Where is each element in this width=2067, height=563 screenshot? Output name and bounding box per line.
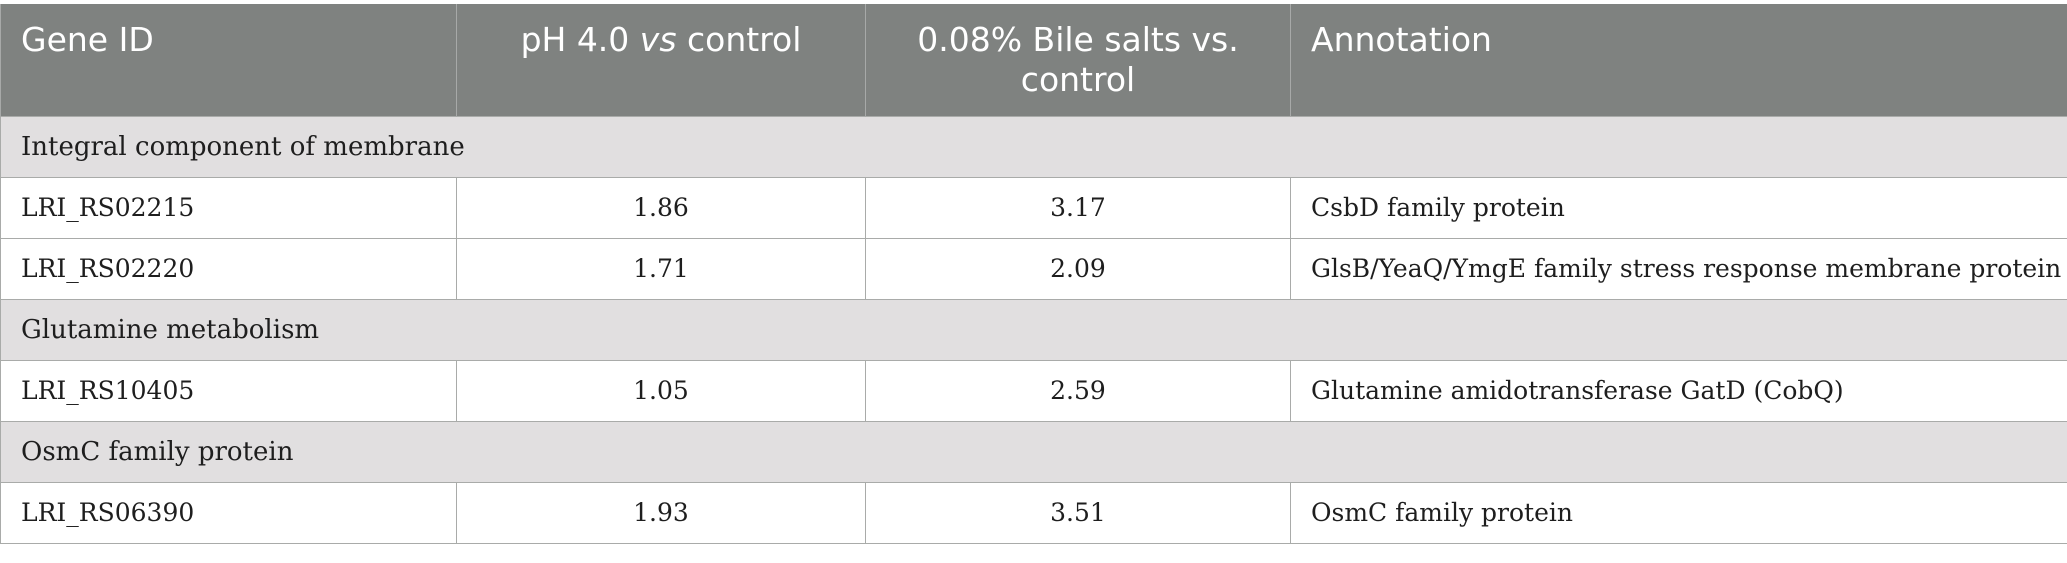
cell-bile: 3.51 [865, 481, 1291, 544]
cell-annotation: Glutamine amidotransferase GatD (CobQ) [1290, 359, 2067, 422]
section-title: OsmC family protein [0, 420, 2067, 483]
header-ph-vs: vs [639, 20, 677, 59]
section-row: Integral component of membrane [0, 115, 2067, 178]
cell-gene-id: LRI_RS02220 [0, 237, 457, 300]
cell-annotation: GlsB/YeaQ/YmgE family stress response me… [1290, 237, 2067, 300]
table-row: LRI_RS02220 1.71 2.09 GlsB/YeaQ/YmgE fam… [0, 237, 2067, 300]
cell-annotation: CsbD family protein [1290, 176, 2067, 239]
header-gene-id: Gene ID [0, 4, 457, 116]
section-row: OsmC family protein [0, 420, 2067, 483]
cell-bile: 2.59 [865, 359, 1291, 422]
header-ph: pH 4.0 vs control [456, 4, 866, 116]
cell-ph: 1.86 [456, 176, 866, 239]
cell-bile: 3.17 [865, 176, 1291, 239]
cell-gene-id: LRI_RS10405 [0, 359, 457, 422]
table-row: LRI_RS06390 1.93 3.51 OsmC family protei… [0, 481, 2067, 544]
header-row: Gene ID pH 4.0 vs control 0.08% Bile sal… [0, 4, 2067, 116]
table-body: Integral component of membrane LRI_RS022… [0, 115, 2067, 544]
section-title: Integral component of membrane [0, 115, 2067, 178]
cell-ph: 1.71 [456, 237, 866, 300]
table-header: Gene ID pH 4.0 vs control 0.08% Bile sal… [0, 4, 2067, 116]
table-row: LRI_RS10405 1.05 2.59 Glutamine amidotra… [0, 359, 2067, 422]
header-ph-suffix: control [676, 20, 802, 59]
table-row: LRI_RS02215 1.86 3.17 CsbD family protei… [0, 176, 2067, 239]
cell-bile: 2.09 [865, 237, 1291, 300]
gene-expression-table: Gene ID pH 4.0 vs control 0.08% Bile sal… [0, 4, 2067, 544]
data-table-container: Gene ID pH 4.0 vs control 0.08% Bile sal… [0, 4, 2067, 544]
cell-gene-id: LRI_RS06390 [0, 481, 457, 544]
cell-gene-id: LRI_RS02215 [0, 176, 457, 239]
cell-ph: 1.05 [456, 359, 866, 422]
header-bile: 0.08% Bile salts vs. control [865, 4, 1291, 116]
header-ph-prefix: pH 4.0 [520, 20, 640, 59]
section-row: Glutamine metabolism [0, 298, 2067, 361]
cell-annotation: OsmC family protein [1290, 481, 2067, 544]
cell-ph: 1.93 [456, 481, 866, 544]
section-title: Glutamine metabolism [0, 298, 2067, 361]
header-annotation: Annotation [1290, 4, 2067, 116]
